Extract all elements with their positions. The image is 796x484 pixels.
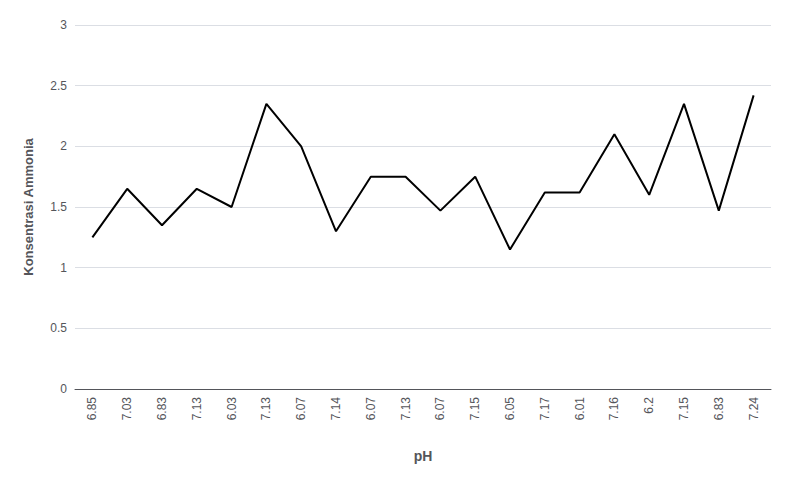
svg-text:2.5: 2.5 bbox=[50, 79, 67, 93]
svg-text:7.03: 7.03 bbox=[120, 397, 134, 421]
svg-text:2: 2 bbox=[60, 139, 67, 153]
svg-text:7.13: 7.13 bbox=[399, 397, 413, 421]
svg-text:0: 0 bbox=[60, 382, 67, 396]
svg-text:6.03: 6.03 bbox=[225, 397, 239, 421]
svg-text:6.07: 6.07 bbox=[364, 397, 378, 421]
svg-text:6.83: 6.83 bbox=[712, 397, 726, 421]
svg-text:6.07: 6.07 bbox=[433, 397, 447, 421]
svg-text:7.13: 7.13 bbox=[259, 397, 273, 421]
svg-text:3: 3 bbox=[60, 18, 67, 32]
svg-text:7.14: 7.14 bbox=[329, 397, 343, 421]
svg-text:7.15: 7.15 bbox=[468, 397, 482, 421]
svg-text:1.5: 1.5 bbox=[50, 200, 67, 214]
svg-text:7.24: 7.24 bbox=[747, 397, 761, 421]
svg-text:7.13: 7.13 bbox=[190, 397, 204, 421]
svg-text:pH: pH bbox=[414, 448, 433, 464]
svg-text:6.07: 6.07 bbox=[294, 397, 308, 421]
svg-text:0.5: 0.5 bbox=[50, 321, 67, 335]
svg-text:6.2: 6.2 bbox=[642, 397, 656, 414]
svg-text:6.85: 6.85 bbox=[85, 397, 99, 421]
svg-text:7.15: 7.15 bbox=[677, 397, 691, 421]
svg-text:6.01: 6.01 bbox=[573, 397, 587, 421]
svg-text:7.16: 7.16 bbox=[607, 397, 621, 421]
svg-text:6.05: 6.05 bbox=[503, 397, 517, 421]
svg-text:Konsentrasi Ammonia: Konsentrasi Ammonia bbox=[21, 137, 36, 275]
svg-text:6.83: 6.83 bbox=[155, 397, 169, 421]
svg-text:1: 1 bbox=[60, 261, 67, 275]
svg-text:7.17: 7.17 bbox=[538, 397, 552, 421]
